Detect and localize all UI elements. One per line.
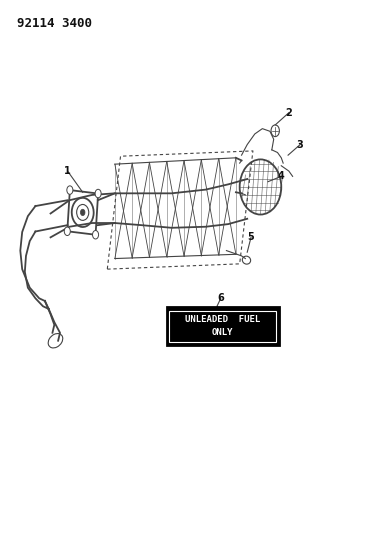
- Circle shape: [67, 186, 73, 195]
- Text: 3: 3: [297, 140, 304, 150]
- Text: 2: 2: [285, 108, 292, 118]
- Text: 1: 1: [64, 166, 71, 176]
- FancyBboxPatch shape: [166, 308, 279, 345]
- Text: 4: 4: [278, 172, 285, 181]
- Text: 5: 5: [248, 232, 255, 243]
- Text: 92114 3400: 92114 3400: [16, 17, 91, 30]
- Text: ONLY: ONLY: [212, 328, 234, 337]
- Text: 6: 6: [218, 293, 224, 303]
- Text: UNLEADED  FUEL: UNLEADED FUEL: [185, 316, 260, 324]
- Circle shape: [64, 227, 70, 236]
- Circle shape: [95, 189, 101, 198]
- Circle shape: [80, 209, 85, 216]
- Circle shape: [93, 230, 99, 239]
